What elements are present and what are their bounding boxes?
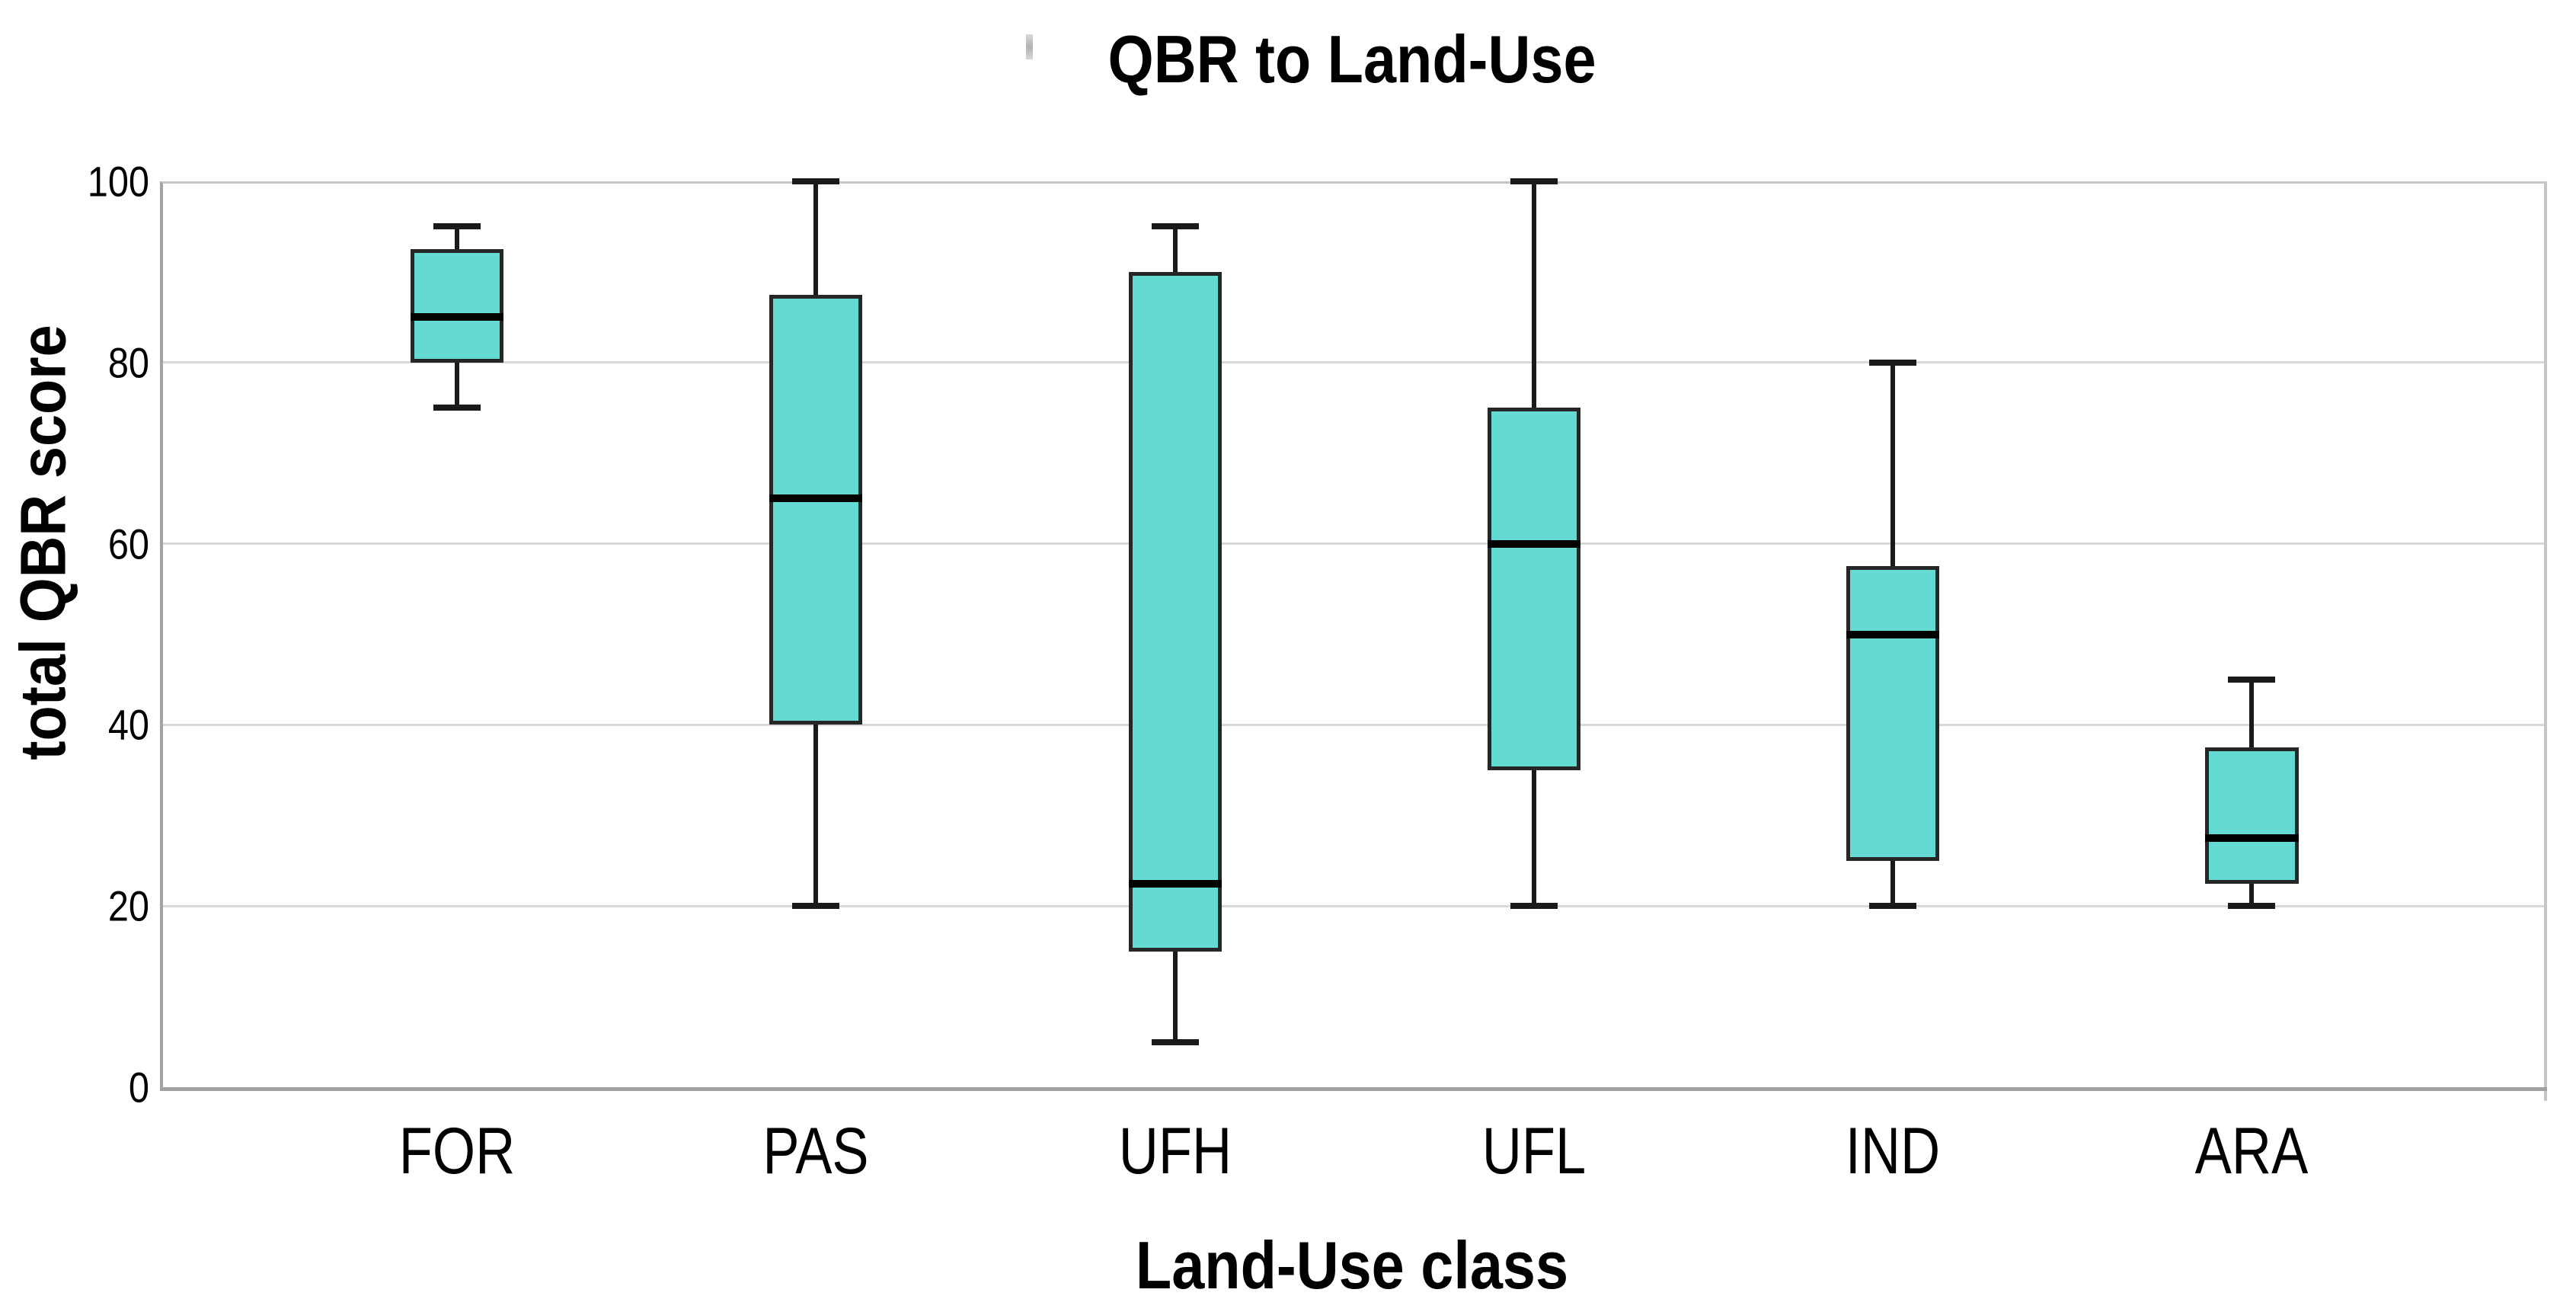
gridline-20 [163,904,2545,907]
whisker-upper-ARA [2249,679,2255,748]
whisker-lower-IND [1890,860,1896,907]
whisker-upper-IND [1890,362,1896,567]
y-tick-label-20: 20 [107,881,150,930]
median-UFL [1487,539,1580,548]
box-FOR [410,249,504,363]
x-tick-label-PAS: PAS [762,1115,869,1189]
whisker-cap-bottom-ARA [2228,903,2276,910]
gridline-40 [163,723,2545,726]
x-tick-label-IND: IND [1845,1115,1941,1189]
x-tick-label-ARA: ARA [2195,1115,2309,1189]
whisker-cap-top-UFL [1510,178,1558,184]
whisker-cap-top-ARA [2228,676,2276,683]
whisker-upper-FOR [455,226,460,250]
y-tick-label-0: 0 [128,1063,150,1112]
whisker-lower-PAS [813,725,819,907]
whisker-upper-PAS [813,181,819,295]
y-tick-label-60: 60 [107,520,150,568]
whisker-upper-UFH [1172,226,1178,272]
whisker-cap-bottom-UFH [1151,1038,1199,1045]
box-IND [1846,566,1940,861]
plot-area [160,181,2548,1090]
whisker-cap-top-FOR [433,223,481,230]
whisker-cap-top-UFH [1151,223,1199,230]
median-ARA [2205,834,2299,843]
y-tick-label-80: 80 [107,338,150,387]
whisker-cap-top-IND [1869,359,1917,366]
whisker-cap-bottom-FOR [433,405,481,411]
y-tick-label-40: 40 [107,700,150,749]
x-axis-title: Land-Use class [1135,1227,1569,1303]
whisker-lower-UFL [1531,769,1536,907]
median-FOR [410,313,504,322]
median-UFH [1128,879,1222,888]
whisker-cap-bottom-PAS [792,903,840,910]
whisker-lower-UFH [1172,951,1178,1042]
whisker-lower-ARA [2249,883,2255,907]
x-tick-label-UFH: UFH [1118,1115,1232,1189]
x-tick-label-UFL: UFL [1481,1115,1587,1189]
x-axis-line [160,1087,2548,1092]
box-ARA [2205,747,2299,884]
y-tick-label-100: 100 [87,157,150,206]
chart-title: QBR to Land-Use [1107,21,1596,97]
x-tick-label-FOR: FOR [398,1115,516,1189]
box-PAS [769,294,863,725]
stray-tick-mark [1026,34,1033,59]
plot-frame-right [2544,181,2548,1102]
median-IND [1846,630,1940,638]
whisker-upper-UFL [1531,181,1536,408]
median-PAS [769,494,863,503]
gridline-80 [163,361,2545,364]
whisker-lower-FOR [455,362,460,408]
box-UFH [1128,271,1222,952]
whisker-cap-bottom-UFL [1510,903,1558,910]
whisker-cap-bottom-IND [1869,903,1917,910]
gridline-60 [163,542,2545,546]
box-UFL [1487,408,1580,770]
whisker-cap-top-PAS [792,178,840,184]
